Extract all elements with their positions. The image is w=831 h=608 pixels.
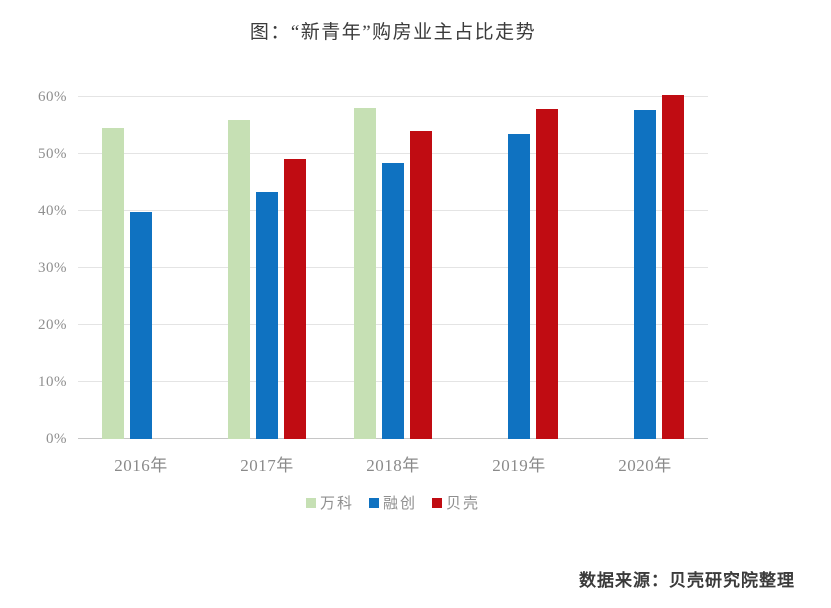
bar-rongchuang-2020 <box>634 110 656 439</box>
legend-label: 贝壳 <box>446 496 481 512</box>
y-axis-tick-label-0: 0% <box>46 431 67 447</box>
legend: 万科 融创 贝壳 <box>78 492 708 513</box>
bar-beike-2017 <box>284 158 306 439</box>
y-axis-tick-label-60: 60% <box>38 89 67 105</box>
y-axis-tick-label-40: 40% <box>38 203 67 219</box>
legend-swatch-icon <box>305 497 316 508</box>
bar-rongchuang-2018 <box>382 163 404 439</box>
legend-swatch-icon <box>368 497 379 508</box>
y-axis-tick-label-20: 20% <box>38 317 67 333</box>
legend-swatch-icon <box>432 497 442 508</box>
gridline-60 <box>78 96 708 97</box>
bar-wanke-2017 <box>228 120 250 439</box>
x-axis-category-label-2018: 2018年 <box>366 456 420 475</box>
gridline-50 <box>78 153 708 154</box>
data-source-note: 数据来源：贝壳研究院整理 <box>579 571 795 590</box>
y-axis-tick-label-10: 10% <box>38 374 67 390</box>
legend-item-rongchuang: 融创 <box>368 492 417 513</box>
bar-beike-2018 <box>410 130 432 439</box>
chart-title: 图：“新青年”购房业主占比走势 <box>249 22 537 43</box>
plot-area: 0% 10% 20% 30% 40% 50% 60% 2016年 2017年 2018年 2019年… <box>38 89 708 475</box>
x-axis-category-label-2019: 2019年 <box>492 456 546 475</box>
legend-label: 万科 <box>319 496 354 512</box>
bar-rongchuang-2019 <box>508 134 530 439</box>
bar-beike-2020 <box>662 95 684 439</box>
legend-item-wanke: 万科 <box>305 492 354 513</box>
y-axis-tick-label-30: 30% <box>38 260 67 276</box>
x-axis-category-label-2017: 2017年 <box>240 456 294 475</box>
legend-item-beike: 贝壳 <box>432 492 480 513</box>
x-axis-category-label-2020: 2020年 <box>618 456 672 475</box>
bar-rongchuang-2016 <box>130 212 152 439</box>
y-axis-tick-label-50: 50% <box>38 146 67 162</box>
bar-beike-2019 <box>536 108 558 439</box>
bar-rongchuang-2017 <box>256 192 278 439</box>
bar-wanke-2018 <box>354 108 376 439</box>
bar-wanke-2016 <box>102 128 124 439</box>
x-axis-category-label-2016: 2016年 <box>114 456 168 475</box>
legend-label: 融创 <box>382 496 417 512</box>
